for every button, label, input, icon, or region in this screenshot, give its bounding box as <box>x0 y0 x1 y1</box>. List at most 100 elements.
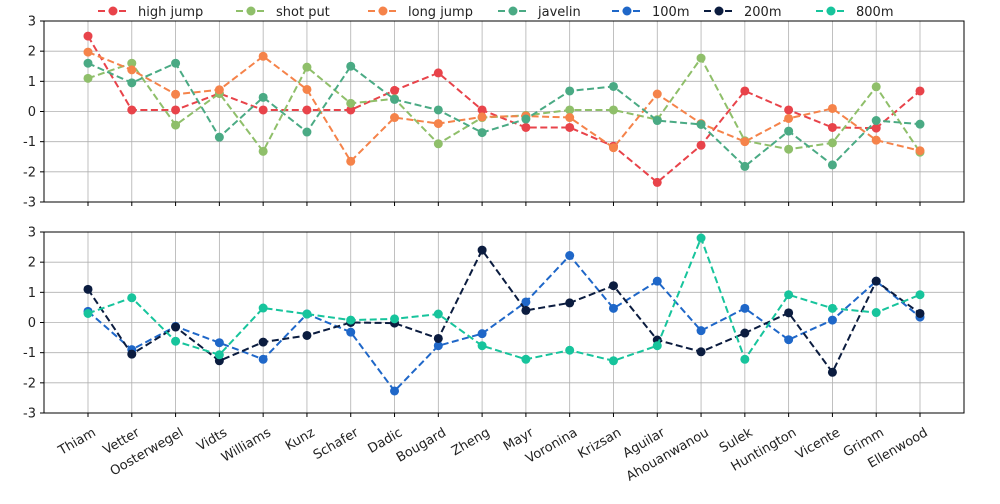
data-point <box>740 303 750 313</box>
legend-label: 200m <box>744 5 781 20</box>
y-tick-label: 0 <box>28 105 36 120</box>
y-tick-label: -2 <box>23 165 36 180</box>
data-point <box>608 303 618 313</box>
x-tick-label: Williams <box>219 425 274 465</box>
data-point <box>390 85 400 95</box>
x-tick-label: Zheng <box>449 425 493 459</box>
data-point <box>871 135 881 145</box>
data-point <box>565 86 575 96</box>
data-point <box>608 105 618 115</box>
data-point <box>83 284 93 294</box>
data-point <box>258 146 268 156</box>
data-point <box>83 47 93 57</box>
data-point <box>915 308 925 318</box>
data-point <box>433 309 443 319</box>
data-point <box>214 338 224 348</box>
data-point <box>652 89 662 99</box>
data-point <box>740 86 750 96</box>
legend-swatch-marker <box>508 6 518 16</box>
data-point <box>258 51 268 61</box>
x-tick-label: Vicente <box>793 425 843 462</box>
data-point <box>871 276 881 286</box>
data-point <box>871 82 881 92</box>
data-point <box>521 305 531 315</box>
data-point <box>258 92 268 102</box>
y-tick-label: -1 <box>23 135 36 150</box>
data-point <box>302 84 312 94</box>
data-point <box>346 315 356 325</box>
data-point <box>433 341 443 351</box>
data-point <box>258 337 268 347</box>
data-point <box>696 53 706 63</box>
data-point <box>521 114 531 124</box>
data-point <box>784 113 794 123</box>
legend: high jump shot put long jump javelin 100m 200… <box>98 5 893 20</box>
y-tick-label: 3 <box>28 15 36 30</box>
data-point <box>915 290 925 300</box>
data-point <box>346 105 356 115</box>
data-point <box>214 132 224 142</box>
data-point <box>433 105 443 115</box>
y-tick-label: 1 <box>28 75 36 90</box>
data-point <box>477 128 487 138</box>
data-point <box>83 308 93 318</box>
data-point <box>915 119 925 129</box>
legend-swatch-marker <box>622 6 632 16</box>
data-point <box>171 58 181 68</box>
data-point <box>871 123 881 133</box>
data-point <box>827 122 837 132</box>
data-point <box>477 105 487 115</box>
data-point <box>740 328 750 338</box>
data-point <box>565 345 575 355</box>
data-point <box>565 298 575 308</box>
data-point <box>83 73 93 83</box>
data-point <box>740 137 750 147</box>
data-point <box>171 89 181 99</box>
data-point <box>696 326 706 336</box>
data-point <box>390 314 400 324</box>
data-point <box>127 349 137 359</box>
data-point <box>521 354 531 364</box>
data-point <box>127 293 137 303</box>
data-point <box>171 120 181 130</box>
data-point <box>521 297 531 307</box>
legend-label: 100m <box>652 5 689 20</box>
legend-label: high jump <box>138 5 203 20</box>
y-tick-label: 2 <box>28 45 36 60</box>
data-point <box>608 356 618 366</box>
data-point <box>565 113 575 123</box>
data-point <box>302 62 312 72</box>
x-tick-label: Thiam <box>55 425 98 459</box>
x-tick-label: Schafer <box>311 425 362 463</box>
data-point <box>127 78 137 88</box>
data-point <box>871 116 881 126</box>
data-point <box>608 143 618 153</box>
data-point <box>83 31 93 41</box>
data-point <box>827 103 837 113</box>
data-point <box>302 330 312 340</box>
legend-swatch-marker <box>714 6 724 16</box>
data-point <box>433 68 443 78</box>
series-line <box>87 235 921 362</box>
data-point <box>740 354 750 364</box>
series-line <box>87 56 921 154</box>
data-point <box>302 309 312 319</box>
data-point <box>784 144 794 154</box>
data-point <box>652 177 662 187</box>
legend-label: long jump <box>408 5 473 20</box>
data-point <box>784 290 794 300</box>
legend-swatch-marker <box>246 6 256 16</box>
data-point <box>390 94 400 104</box>
data-point <box>433 119 443 129</box>
data-point <box>784 308 794 318</box>
y-tick-label: 3 <box>28 226 36 241</box>
data-point <box>302 105 312 115</box>
data-point <box>258 303 268 313</box>
y-tick-label: 2 <box>28 256 36 271</box>
series-line <box>87 254 921 393</box>
legend-label: 800m <box>856 5 893 20</box>
data-point <box>214 85 224 95</box>
data-point <box>565 105 575 115</box>
